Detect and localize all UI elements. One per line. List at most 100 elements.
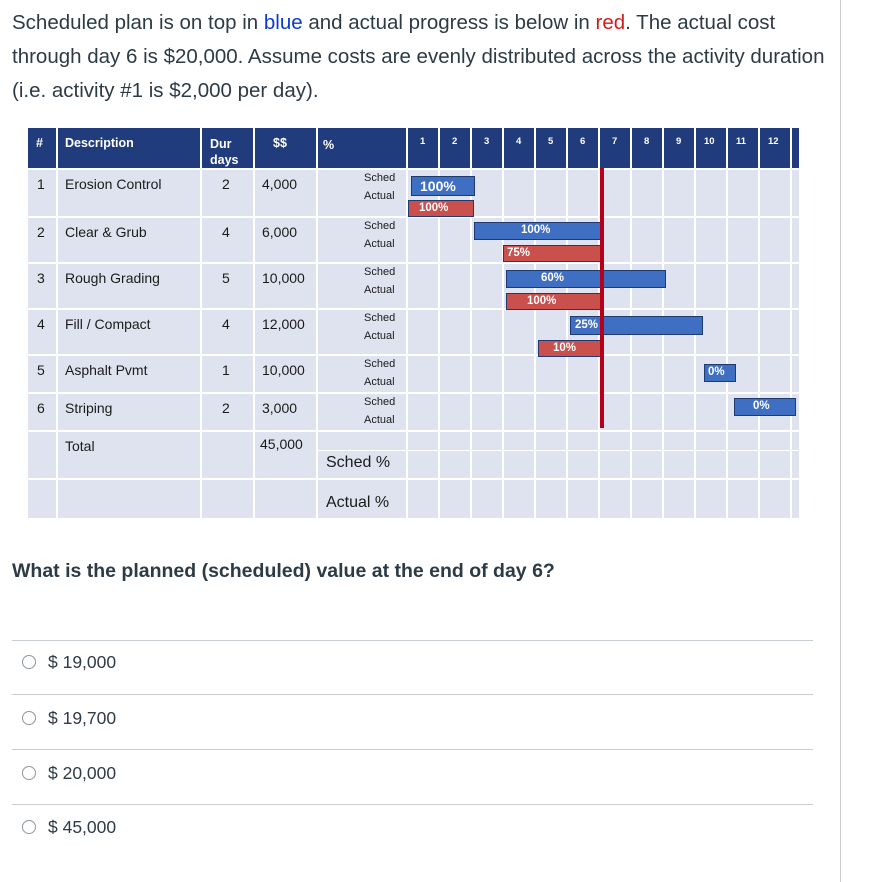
row-description: Erosion Control [65, 176, 162, 192]
row-number: 4 [37, 316, 45, 332]
row-duration: 2 [222, 176, 230, 192]
day-header-5: 5 [548, 136, 554, 147]
day-column-divider [726, 128, 728, 518]
row-number: 1 [37, 176, 45, 192]
row-divider [28, 354, 799, 356]
total-label: Total [65, 438, 95, 454]
row-cost: 3,000 [262, 400, 298, 416]
row-sched-label: Sched [364, 266, 396, 278]
gantt-header [28, 128, 799, 168]
row-cost: 10,000 [262, 270, 305, 286]
option-19700[interactable]: $ 19,700 [22, 704, 116, 732]
row-number: 6 [37, 400, 45, 416]
option-45000[interactable]: $ 45,000 [22, 813, 116, 841]
column-divider [200, 128, 202, 518]
row-divider [28, 392, 799, 394]
total-cost: 45,000 [260, 436, 303, 452]
row-sched-label: Sched [364, 172, 396, 184]
page-border [840, 0, 841, 882]
row-divider [28, 430, 799, 432]
option-label: $ 45,000 [48, 816, 117, 837]
row-sched-label: Sched [364, 396, 396, 408]
header-duration: Dur days [210, 137, 239, 167]
row-actual-label: Actual [364, 190, 395, 202]
column-divider [316, 128, 318, 518]
sched-bar-fill-compact: 25% [570, 316, 703, 335]
option-separator [12, 749, 813, 750]
row-number: 2 [37, 224, 45, 240]
day-column-divider [406, 128, 408, 518]
header-description: Description [65, 136, 134, 150]
sched-bar-erosion-control: 100% [411, 176, 475, 196]
radio-button[interactable] [22, 655, 36, 669]
option-label: $ 20,000 [48, 762, 117, 783]
row-actual-label: Actual [364, 238, 395, 250]
row-sched-label: Sched [364, 220, 396, 232]
status-line-day-6 [600, 168, 604, 428]
actual-bar-fill-compact: 10% [538, 340, 602, 357]
header-cost: $$ [273, 136, 287, 150]
row-actual-label: Actual [364, 376, 395, 388]
day-header-3: 3 [484, 136, 490, 147]
day-header-11: 11 [736, 136, 747, 147]
radio-button[interactable] [22, 766, 36, 780]
day-header-6: 6 [580, 136, 586, 147]
row-sched-label: Sched [364, 358, 396, 370]
sched-percent-label: Sched % [326, 454, 391, 471]
option-20000[interactable]: $ 20,000 [22, 759, 116, 787]
row-divider [28, 262, 799, 264]
option-label: $ 19,700 [48, 707, 117, 728]
question-text: What is the planned (scheduled) value at… [12, 560, 555, 582]
row-number: 3 [37, 270, 45, 286]
day-column-divider [438, 128, 440, 518]
row-cost: 10,000 [262, 362, 305, 378]
row-duration: 4 [222, 316, 230, 332]
day-header-7: 7 [612, 136, 618, 147]
blue-word: blue [263, 11, 303, 34]
row-cost: 6,000 [262, 224, 298, 240]
row-duration: 5 [222, 270, 230, 286]
option-separator [12, 694, 813, 695]
sched-bar-asphalt-pvmt: 0% [704, 364, 736, 382]
radio-button[interactable] [22, 820, 36, 834]
day-header-2: 2 [452, 136, 458, 147]
column-divider [253, 128, 255, 518]
day-column-divider [502, 128, 504, 518]
day-column-divider [470, 128, 472, 518]
row-actual-label: Actual [364, 414, 395, 426]
header-percent: % [323, 138, 335, 152]
option-19000[interactable]: $ 19,000 [22, 648, 116, 676]
row-description: Clear & Grub [65, 224, 147, 240]
row-number: 5 [37, 362, 45, 378]
day-column-divider [566, 128, 568, 518]
row-divider [28, 216, 799, 218]
row-cost: 4,000 [262, 176, 298, 192]
day-column-divider [758, 128, 760, 518]
row-cost: 12,000 [262, 316, 305, 332]
row-duration: 2 [222, 400, 230, 416]
row-actual-label: Actual [364, 284, 395, 296]
row-description: Fill / Compact [65, 316, 151, 332]
sched-bar-clear-grub: 100% [474, 222, 601, 240]
day-header-12: 12 [768, 136, 779, 147]
row-description: Rough Grading [65, 270, 160, 286]
row-description: Asphalt Pvmt [65, 362, 148, 378]
row-divider [28, 308, 799, 310]
day-header-10: 10 [704, 136, 715, 147]
actual-bar-clear-grub: 75% [503, 245, 602, 262]
actual-bar-erosion-control: 100% [408, 200, 474, 217]
option-label: $ 19,000 [48, 651, 117, 672]
row-duration: 4 [222, 224, 230, 240]
row-sched-label: Sched [364, 312, 396, 324]
header-num: # [36, 136, 43, 150]
row-actual-label: Actual [364, 330, 395, 342]
radio-button[interactable] [22, 711, 36, 725]
day-header-4: 4 [516, 136, 522, 147]
day-column-divider [790, 128, 792, 518]
row-description: Striping [65, 400, 113, 416]
sched-bar-rough-grading: 60% [506, 270, 666, 288]
option-separator [12, 640, 813, 641]
day-header-9: 9 [676, 136, 682, 147]
actual-bar-rough-grading: 100% [506, 293, 602, 310]
column-divider [56, 128, 58, 518]
